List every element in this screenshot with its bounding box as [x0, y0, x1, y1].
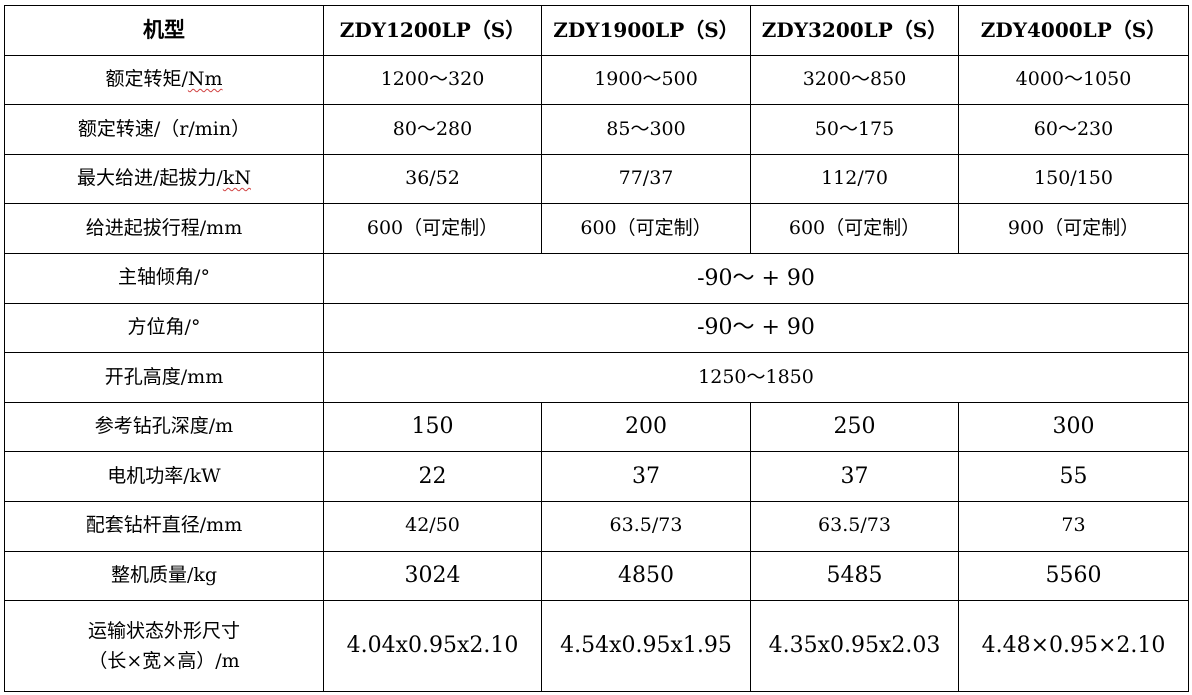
value-cell: 80～280 [323, 104, 542, 155]
value-cell: 900（可定制） [958, 203, 1189, 254]
table-row: 运输状态外形尺寸 （长×宽×高）/m 4.04x0.95x2.10 4.54x0… [4, 600, 1189, 693]
value-cell: 5485 [750, 550, 959, 602]
row-label-cell: 主轴倾角/° [4, 252, 324, 304]
value-cell: 5560 [958, 550, 1189, 602]
row-label-cell: 开孔高度/mm [4, 352, 324, 403]
row-label-cell: 给进起拔行程/mm [4, 203, 324, 254]
row-label-unit: kN [222, 167, 251, 190]
table-row: 最大给进/起拔力/kN 36/52 77/37 112/70 150/150 [4, 153, 1189, 205]
value-cell: 63.5/73 [750, 500, 959, 552]
row-label-unit: Nm [187, 67, 223, 90]
table-row: 配套钻杆直径/mm 42/50 63.5/73 63.5/73 73 [4, 500, 1189, 552]
row-label-cell: 整机质量/kg [4, 550, 324, 602]
table-header-row: 机型 ZDY1200LP（S） ZDY1900LP（S） ZDY3200LP（S… [4, 5, 1189, 56]
table-row: 方位角/° -90～ + 90 [4, 302, 1189, 354]
header-model-cell: ZDY3200LP（S） [750, 5, 959, 56]
value-cell: 600（可定制） [541, 203, 751, 254]
merged-value-cell: -90～ + 90 [323, 302, 1189, 354]
table-row: 参考钻孔深度/m 150 200 250 300 [4, 401, 1189, 453]
row-label-cell: 方位角/° [4, 302, 324, 354]
value-cell: 200 [541, 401, 751, 453]
table-row: 额定转速/（r/min） 80～280 85～300 50～175 60～230 [4, 104, 1189, 155]
table-row: 整机质量/kg 3024 4850 5485 5560 [4, 550, 1189, 602]
row-label-cell: 电机功率/kW [4, 451, 324, 502]
table-row: 主轴倾角/° -90～ + 90 [4, 252, 1189, 304]
row-label-cell: 运输状态外形尺寸 （长×宽×高）/m [4, 600, 324, 693]
value-cell: 50～175 [750, 104, 959, 155]
value-cell: 60～230 [958, 104, 1189, 155]
row-label-line: （长×宽×高）/m [88, 650, 240, 673]
value-cell: 4850 [541, 550, 751, 602]
value-cell: 63.5/73 [541, 500, 751, 552]
value-cell: 4.04x0.95x2.10 [323, 600, 542, 693]
value-cell: 112/70 [750, 153, 959, 205]
header-model-cell: ZDY1200LP（S） [323, 5, 542, 56]
value-cell: 150 [323, 401, 542, 453]
table-row: 给进起拔行程/mm 600（可定制） 600（可定制） 600（可定制） 900… [4, 203, 1189, 254]
table-row: 额定转矩/Nm 1200～320 1900～500 3200～850 4000～… [4, 54, 1189, 106]
value-cell: 150/150 [958, 153, 1189, 205]
value-cell: 4000～1050 [958, 54, 1189, 106]
table-row: 电机功率/kW 22 37 37 55 [4, 451, 1189, 502]
value-cell: 22 [323, 451, 542, 502]
value-cell: 600（可定制） [323, 203, 542, 254]
value-cell: 3024 [323, 550, 542, 602]
merged-value-cell: 1250～1850 [323, 352, 1189, 403]
row-label-cell: 最大给进/起拔力/kN [4, 153, 324, 205]
merged-value-cell: -90～ + 90 [323, 252, 1189, 304]
row-label-cell: 额定转矩/Nm [4, 54, 324, 106]
value-cell: 250 [750, 401, 959, 453]
spec-table: 机型 ZDY1200LP（S） ZDY1900LP（S） ZDY3200LP（S… [4, 5, 1189, 693]
value-cell: 85～300 [541, 104, 751, 155]
value-cell: 4.48×0.95×2.10 [958, 600, 1189, 693]
header-label-cell: 机型 [4, 5, 324, 56]
value-cell: 37 [750, 451, 959, 502]
table-row: 开孔高度/mm 1250～1850 [4, 352, 1189, 403]
row-label-cell: 配套钻杆直径/mm [4, 500, 324, 552]
value-cell: 3200～850 [750, 54, 959, 106]
value-cell: 55 [958, 451, 1189, 502]
row-label-text: 最大给进/起拔力/ [77, 167, 223, 190]
value-cell: 4.35x0.95x2.03 [750, 600, 959, 693]
value-cell: 600（可定制） [750, 203, 959, 254]
header-model-cell: ZDY1900LP（S） [541, 5, 751, 56]
value-cell: 4.54x0.95x1.95 [541, 600, 751, 693]
value-cell: 300 [958, 401, 1189, 453]
value-cell: 42/50 [323, 500, 542, 552]
row-label-text: 额定转矩/ [105, 67, 188, 90]
header-model-cell: ZDY4000LP（S） [958, 5, 1189, 56]
value-cell: 37 [541, 451, 751, 502]
value-cell: 36/52 [323, 153, 542, 205]
value-cell: 1200～320 [323, 54, 542, 106]
value-cell: 1900～500 [541, 54, 751, 106]
row-label-cell: 参考钻孔深度/m [4, 401, 324, 453]
row-label-line: 运输状态外形尺寸 [87, 619, 240, 642]
value-cell: 73 [958, 500, 1189, 552]
value-cell: 77/37 [541, 153, 751, 205]
row-label-cell: 额定转速/（r/min） [4, 104, 324, 155]
